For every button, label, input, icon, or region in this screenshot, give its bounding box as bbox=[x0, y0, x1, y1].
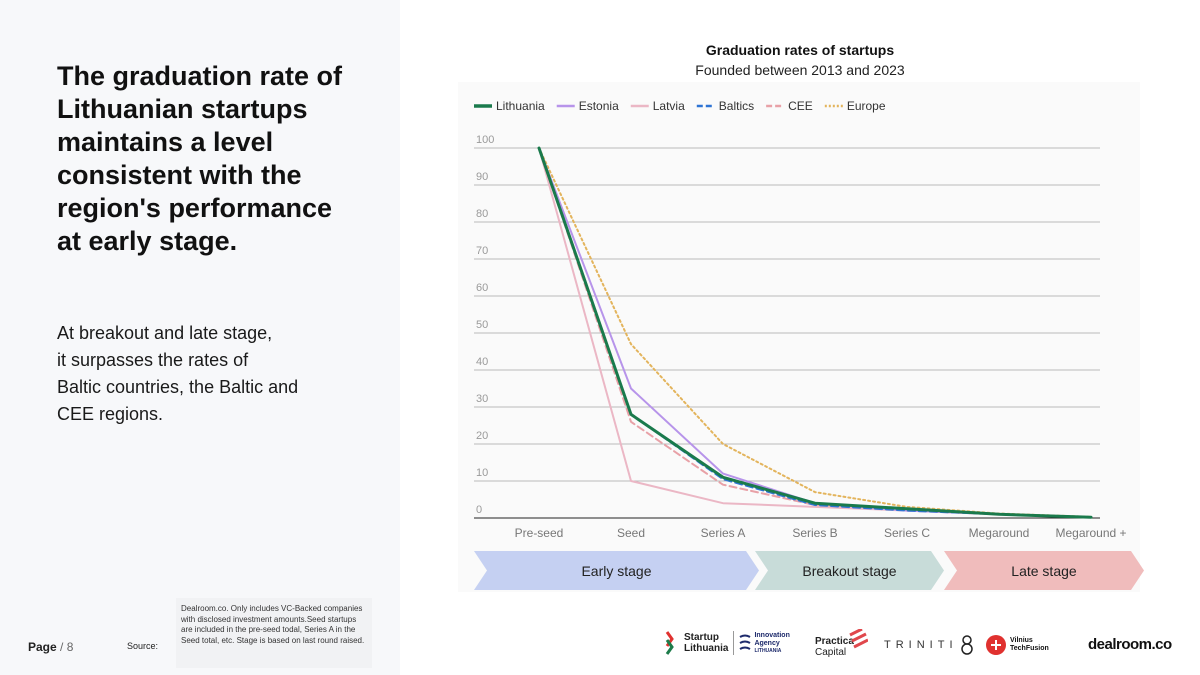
startup-lithuania-line1: Startup bbox=[684, 632, 719, 643]
innovation-agency-wordmark: Innovation Agency LITHUANIA bbox=[754, 632, 789, 654]
body-text: At breakout and late stage, it surpasses… bbox=[57, 320, 347, 428]
y-tick-label: 10 bbox=[476, 467, 488, 479]
x-tick-label: Series A bbox=[701, 526, 746, 540]
vilnius-techfusion-wordmark: Vilnius TechFusion bbox=[1010, 637, 1049, 653]
y-tick-label: 20 bbox=[476, 430, 488, 442]
legend-label-europe: Europe bbox=[847, 99, 886, 113]
y-tick-label: 50 bbox=[476, 319, 488, 331]
y-tick-label: 80 bbox=[476, 208, 488, 220]
logo-divider bbox=[733, 631, 735, 655]
x-tick-label: Seed bbox=[617, 526, 645, 540]
chart-subtitle: Founded between 2013 and 2023 bbox=[695, 62, 905, 78]
source-label: Source: bbox=[127, 641, 159, 651]
page-headline: The graduation rate of Lithuanian startu… bbox=[57, 61, 343, 256]
startup-lithuania-icon bbox=[665, 631, 674, 655]
series-line-europe bbox=[538, 147, 1092, 518]
y-tick-label: 30 bbox=[476, 393, 488, 405]
stage-breakout-arrow: Breakout stage bbox=[755, 551, 944, 590]
stage-breakout-label: Breakout stage bbox=[802, 562, 897, 579]
innovation-agency-line2: Agency bbox=[754, 640, 780, 647]
practica-stripes-icon bbox=[849, 629, 868, 649]
vilnius-line2: TechFusion bbox=[1010, 645, 1049, 652]
practica-line1: Practica bbox=[815, 636, 854, 647]
page-label: Page bbox=[28, 640, 57, 654]
legend-label-estonia: Estonia bbox=[579, 99, 619, 113]
legend-label-baltics: Baltics bbox=[719, 99, 754, 113]
innovation-agency-icon bbox=[739, 634, 751, 650]
page-total: / 8 bbox=[56, 640, 74, 654]
vilnius-techfusion-logo: Vilnius TechFusion bbox=[985, 634, 1049, 656]
stage-early-label: Early stage bbox=[581, 562, 652, 579]
source-note: Dealroom.co. Only includes VC-Backed com… bbox=[176, 598, 372, 668]
legend-label-lithuania: Lithuania bbox=[496, 99, 545, 113]
legend-label-latvia: Latvia bbox=[653, 99, 685, 113]
dealroom-logo: dealroom.co bbox=[1088, 636, 1172, 653]
y-tick-label: 100 bbox=[476, 134, 494, 146]
triniti-icon bbox=[960, 635, 973, 655]
triniti-wordmark: TRINITI bbox=[884, 639, 958, 651]
line-chart: 0 10 20 30 40 50 60 70 80 90 100 Pre-seed Seed Series… bbox=[474, 99, 1127, 540]
body-line: Baltic countries, the Baltic and bbox=[57, 377, 299, 397]
legend-label-cee: CEE bbox=[788, 99, 813, 113]
chart-title: Graduation rates of startups bbox=[705, 42, 895, 58]
stage-late-label: Late stage bbox=[1011, 562, 1077, 579]
x-tick-label: Megaround + bbox=[1055, 526, 1126, 540]
body-line: CEE regions. bbox=[57, 404, 164, 424]
stage-early-arrow: Early stage bbox=[474, 551, 759, 590]
y-tick-label: 40 bbox=[476, 356, 488, 368]
x-tick-label: Series C bbox=[884, 526, 930, 540]
x-tick-label: Pre-seed bbox=[515, 526, 564, 540]
stage-late-arrow: Late stage bbox=[944, 551, 1144, 590]
vilnius-line1: Vilnius bbox=[1010, 637, 1033, 644]
x-tick-label: Megaround bbox=[969, 526, 1030, 540]
vilnius-techfusion-icon bbox=[986, 635, 1006, 655]
y-tick-label: 90 bbox=[476, 171, 488, 183]
practica-wordmark: Practica Capital bbox=[815, 636, 854, 658]
practica-line2: Capital bbox=[815, 647, 847, 658]
startup-lithuania-line2: Lithuania bbox=[684, 643, 729, 654]
startup-lithuania-wordmark: Startup Lithuania bbox=[684, 632, 728, 654]
startup-lithuania-logo: Startup Lithuania Innovation Agency LITH… bbox=[664, 630, 790, 656]
triniti-logo: TRINITI bbox=[884, 634, 976, 656]
innovation-agency-line1: Innovation bbox=[754, 632, 790, 639]
series-line-lithuania bbox=[537, 146, 1093, 519]
body-line: it surpasses the rates of bbox=[57, 350, 249, 370]
y-tick-label: 0 bbox=[476, 504, 482, 516]
y-tick-label: 60 bbox=[476, 282, 488, 294]
body-line: At breakout and late stage, bbox=[57, 323, 273, 343]
practica-capital-logo: Practica Capital bbox=[815, 622, 868, 658]
left-panel bbox=[0, 0, 400, 675]
x-tick-label: Series B bbox=[792, 526, 837, 540]
innovation-agency-line3: LITHUANIA bbox=[754, 648, 782, 654]
page-number: Page / 8 bbox=[28, 640, 73, 654]
y-tick-label: 70 bbox=[476, 245, 488, 257]
